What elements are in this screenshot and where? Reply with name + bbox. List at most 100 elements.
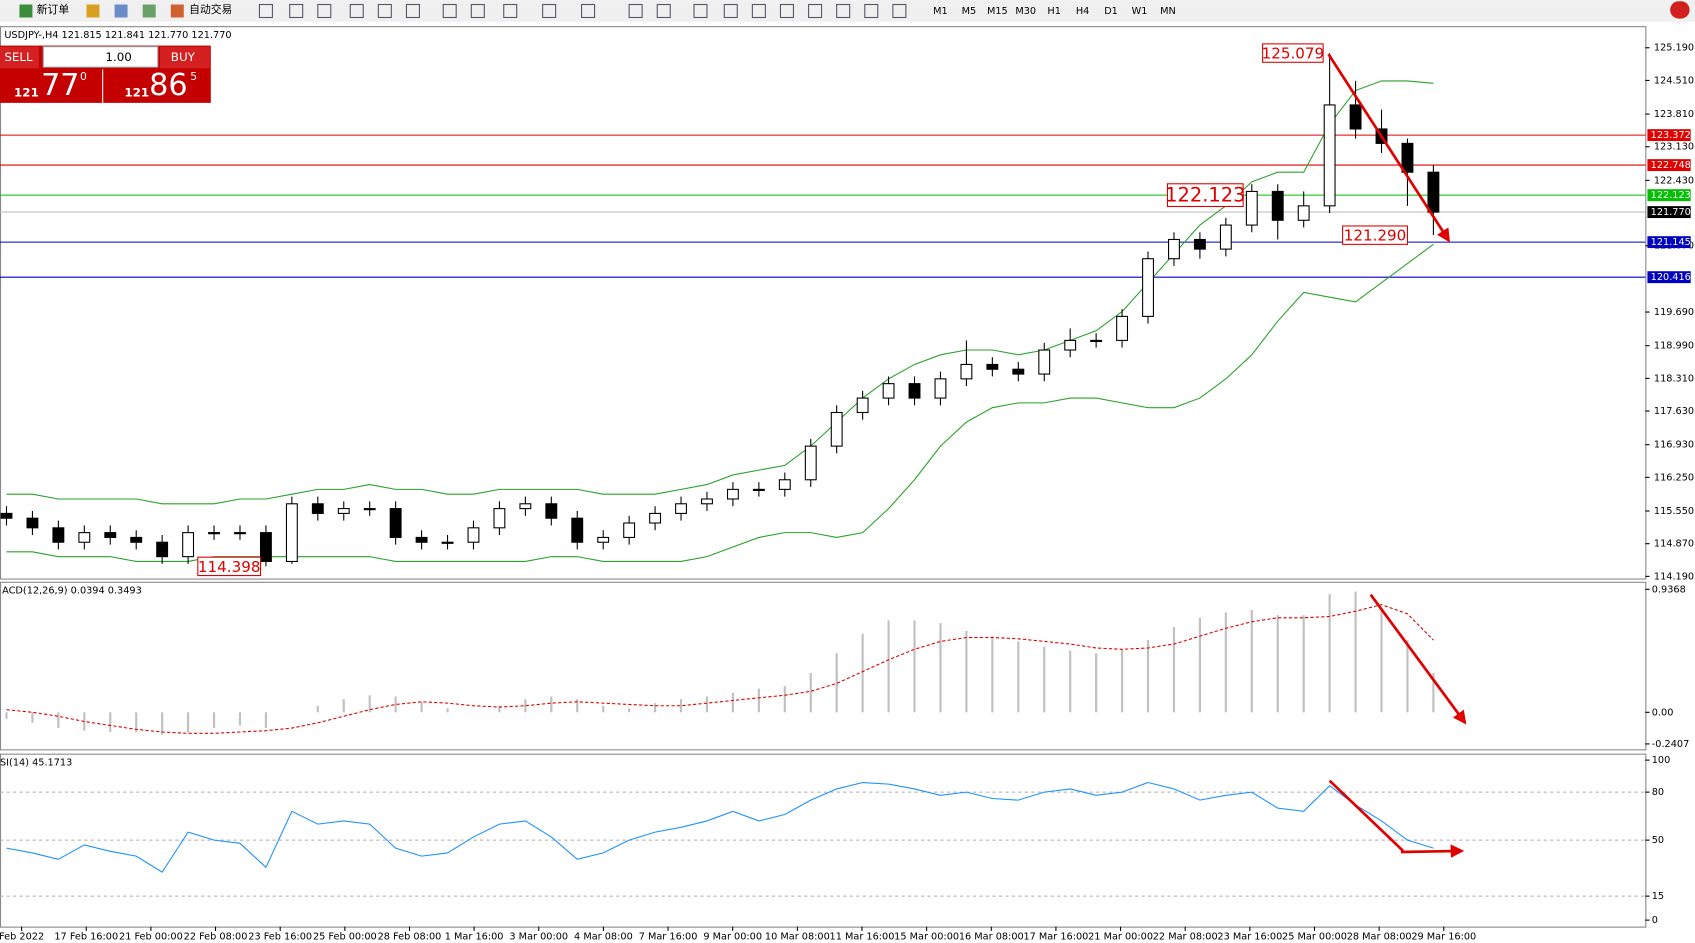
buy-label[interactable]: BUY xyxy=(171,50,196,64)
sell-button[interactable] xyxy=(0,46,39,69)
lot-value[interactable]: 1.00 xyxy=(105,50,131,64)
candle-body xyxy=(1349,104,1362,130)
tool-icon[interactable] xyxy=(864,3,879,19)
icon[interactable] xyxy=(19,4,33,18)
timeframe[interactable]: H4 xyxy=(1076,6,1090,17)
tool-icon[interactable] xyxy=(723,3,738,19)
macd-bar xyxy=(57,712,60,729)
tool-icon[interactable] xyxy=(808,3,823,19)
y-tick-label: 122.430 xyxy=(1654,175,1694,186)
timeframe[interactable]: MN xyxy=(1160,6,1176,17)
candle-body xyxy=(337,508,350,514)
candle-body xyxy=(908,383,921,399)
candle-body xyxy=(130,536,143,543)
tool-icon[interactable] xyxy=(751,3,766,19)
icon[interactable] xyxy=(114,4,128,18)
tool-icon[interactable] xyxy=(405,3,420,19)
macd-bar xyxy=(420,701,423,713)
timeframe[interactable]: W1 xyxy=(1132,6,1148,17)
x-tick-label: 1 Mar 16:00 xyxy=(445,931,504,942)
x-tick-label: 28 Feb 08:00 xyxy=(378,931,442,942)
x-tick-label: 23 Feb 16:00 xyxy=(248,931,312,942)
timeframe[interactable]: M30 xyxy=(1015,6,1036,17)
y-tick-label: 0.9368 xyxy=(1652,584,1686,595)
y-tick-label: 0 xyxy=(1652,915,1658,926)
candle-body xyxy=(1245,190,1258,226)
candle-body xyxy=(934,378,947,399)
tool-icon[interactable] xyxy=(542,3,557,19)
tool-icon[interactable] xyxy=(892,3,907,19)
tool-icon[interactable] xyxy=(470,3,485,19)
sell-big[interactable]: 121 xyxy=(14,86,39,100)
macd-bar xyxy=(913,620,916,713)
macd-bar xyxy=(264,712,268,729)
sell-label[interactable]: SELL xyxy=(4,50,33,64)
x-tick-label: 25 Mar 00:00 xyxy=(1282,931,1347,942)
candle-body xyxy=(726,488,739,500)
x-tick-label: 25 Feb 00:00 xyxy=(313,931,377,942)
tool-icon[interactable] xyxy=(656,3,671,19)
trend-arrow xyxy=(1328,779,1405,852)
level-label: 122.748 xyxy=(1651,160,1691,171)
auto-trading[interactable]: 自动交易 xyxy=(189,2,232,16)
macd-panel xyxy=(0,581,1647,751)
icon[interactable] xyxy=(170,4,184,18)
tool-icon[interactable] xyxy=(317,3,332,19)
x-tick-label: 28 Mar 08:00 xyxy=(1347,931,1412,942)
sell-small[interactable]: 0 xyxy=(80,70,87,83)
rsi-line xyxy=(6,781,1434,873)
tool-icon[interactable] xyxy=(349,3,364,19)
new-order[interactable]: 新订单 xyxy=(37,2,70,16)
buy-digits[interactable]: 86 xyxy=(149,68,188,103)
macd-bar xyxy=(602,705,605,713)
icon[interactable] xyxy=(86,4,100,18)
sell-digits[interactable]: 77 xyxy=(41,68,80,103)
buy-big[interactable]: 121 xyxy=(124,86,149,100)
x-tick-label: 7 Mar 16:00 xyxy=(639,931,698,942)
macd-bar xyxy=(1250,609,1253,713)
y-tick-label: 123.810 xyxy=(1654,109,1694,120)
macd-bar xyxy=(238,712,242,726)
macd-bar xyxy=(1406,640,1409,713)
x-tick-label: 23 Mar 16:00 xyxy=(1217,931,1282,942)
candle-body xyxy=(1116,315,1129,341)
tool-icon[interactable] xyxy=(503,3,518,19)
timeframe[interactable]: H1 xyxy=(1047,6,1061,17)
level-tag xyxy=(1647,236,1691,249)
candle-body xyxy=(856,397,869,414)
tool-icon[interactable] xyxy=(442,3,457,19)
candle-body xyxy=(52,527,65,543)
macd-bar xyxy=(861,633,864,713)
timeframe[interactable]: M15 xyxy=(987,6,1008,17)
candle-body xyxy=(1090,339,1103,343)
trend-arrow xyxy=(1400,844,1465,858)
y-tick-label: 50 xyxy=(1652,835,1664,846)
buy-small[interactable]: 5 xyxy=(190,70,197,83)
y-tick-label: 118.990 xyxy=(1654,341,1694,352)
y-tick-label: 100 xyxy=(1652,755,1671,766)
lot-input[interactable] xyxy=(42,46,159,68)
timeframe[interactable]: M1 xyxy=(933,6,948,17)
x-tick-label: 3 Mar 00:00 xyxy=(509,931,568,942)
alert-icon[interactable] xyxy=(1670,1,1690,19)
level-label: 122.123 xyxy=(1651,190,1691,201)
tool-icon[interactable] xyxy=(779,3,794,19)
tool-icon[interactable] xyxy=(377,3,392,19)
buy-button[interactable] xyxy=(159,46,210,69)
candle-body xyxy=(208,532,220,535)
y-tick-label: 114.870 xyxy=(1654,539,1694,550)
x-tick-label: 15 Mar 00:00 xyxy=(894,931,959,942)
timeframe[interactable]: D1 xyxy=(1104,6,1118,17)
icon[interactable] xyxy=(142,4,156,18)
tool-icon[interactable] xyxy=(258,3,273,19)
candle-body xyxy=(0,512,13,519)
tool-icon[interactable] xyxy=(693,3,708,19)
tool-icon[interactable] xyxy=(581,3,596,19)
timeframe[interactable]: M5 xyxy=(962,6,977,17)
tool-icon[interactable] xyxy=(289,3,304,19)
tool-icon[interactable] xyxy=(628,3,643,19)
macd-bar xyxy=(1328,594,1331,713)
macd-bar xyxy=(394,696,397,713)
tool-icon[interactable] xyxy=(836,3,851,19)
